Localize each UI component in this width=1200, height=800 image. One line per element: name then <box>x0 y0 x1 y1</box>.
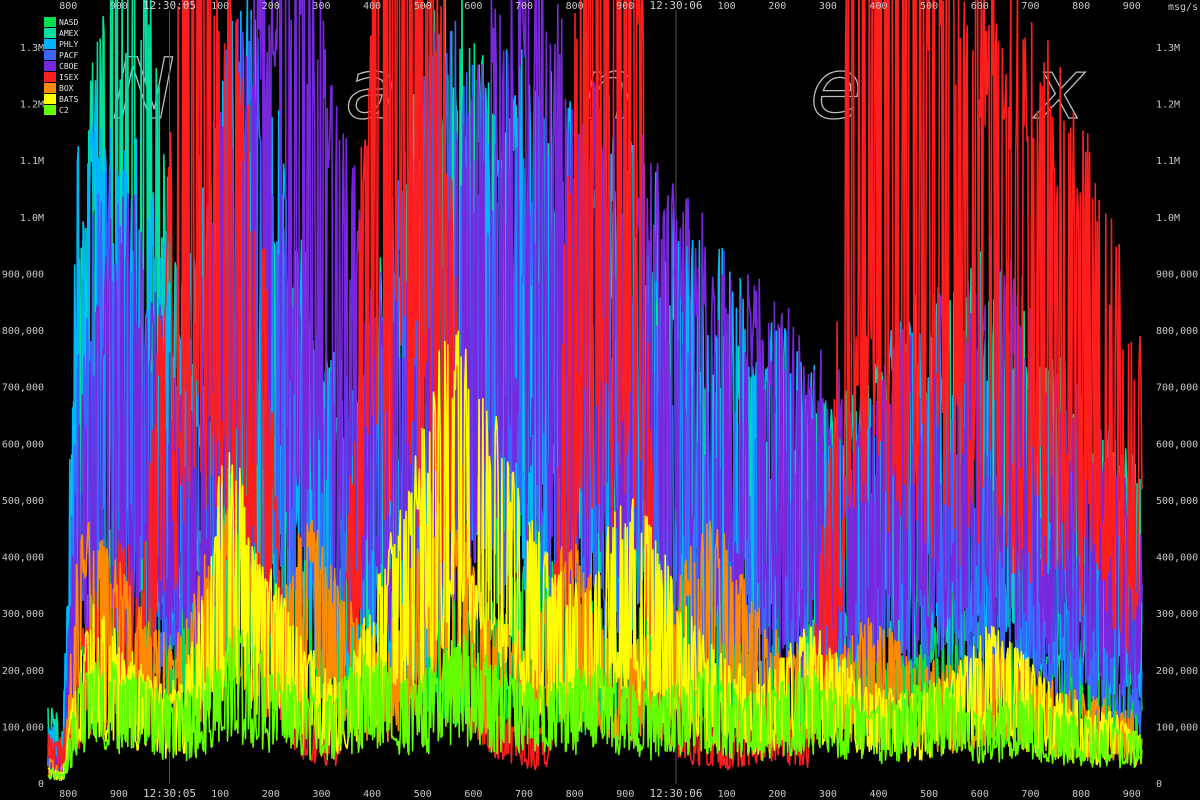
legend-swatch-isex <box>44 72 56 82</box>
y-tick-label-right-11: 1.1M <box>1156 156 1180 167</box>
legend-label-pacf: PACF <box>59 51 78 60</box>
legend-label-phly: PHLY <box>59 40 78 49</box>
y-tick-label-left-6: 600,000 <box>2 439 44 450</box>
y-tick-label-left-0: 0 <box>38 779 44 790</box>
legend-label-nasd: NASD <box>59 18 78 27</box>
x-tick-label-top-14: 200 <box>768 1 786 12</box>
y-tick-label-left-10: 1.0M <box>20 213 44 224</box>
x-tick-label-bottom-6: 400 <box>363 789 381 800</box>
x-tick-label-bottom-21: 900 <box>1123 789 1141 800</box>
y-tick-label-left-4: 400,000 <box>2 553 44 564</box>
y-tick-label-left-1: 100,000 <box>2 722 44 733</box>
x-tick-label-bottom-11: 900 <box>616 789 634 800</box>
unit-label: msg/s <box>1168 2 1198 13</box>
x-tick-label-bottom-13: 100 <box>718 789 736 800</box>
x-tick-label-bottom-4: 200 <box>262 789 280 800</box>
x-tick-label-bottom-18: 600 <box>971 789 989 800</box>
y-tick-label-left-11: 1.1M <box>20 156 44 167</box>
x-tick-label-top-6: 400 <box>363 1 381 12</box>
x-tick-label-top-0: 800 <box>59 1 77 12</box>
y-tick-label-left-13: 1.3M <box>20 43 44 54</box>
y-tick-label-left-8: 800,000 <box>2 326 44 337</box>
legend-swatch-phly <box>44 39 56 49</box>
x-tick-label-top-8: 600 <box>464 1 482 12</box>
x-tick-label-top-18: 600 <box>971 1 989 12</box>
x-tick-label-top-4: 200 <box>262 1 280 12</box>
series-line-isex <box>47 0 1143 772</box>
legend-swatch-cboe <box>44 61 56 71</box>
y-tick-label-right-7: 700,000 <box>1156 383 1198 394</box>
legend-swatch-pacf <box>44 50 56 60</box>
x-tick-label-bottom-8: 600 <box>464 789 482 800</box>
y-tick-label-right-8: 800,000 <box>1156 326 1198 337</box>
y-tick-label-right-12: 1.2M <box>1156 100 1180 111</box>
x-tick-label-bottom-17: 500 <box>920 789 938 800</box>
series-line-c2 <box>47 625 1143 781</box>
legend-label-box: BOX <box>59 84 74 93</box>
x-tick-label-bottom-16: 400 <box>870 789 888 800</box>
legend-swatch-bats <box>44 94 56 104</box>
legend-swatch-nasd <box>44 17 56 27</box>
y-tick-label-right-0: 0 <box>1156 779 1162 790</box>
x-tick-label-top-13: 100 <box>718 1 736 12</box>
x-tick-label-bottom-0: 800 <box>59 789 77 800</box>
x-tick-label-top-15: 300 <box>819 1 837 12</box>
legend-label-cboe: CBOE <box>59 62 78 71</box>
y-tick-label-left-9: 900,000 <box>2 269 44 280</box>
y-tick-label-left-5: 500,000 <box>2 496 44 507</box>
x-tick-label-top-2: 12:30:05 <box>143 0 196 12</box>
y-tick-label-right-9: 900,000 <box>1156 269 1198 280</box>
y-tick-label-right-10: 1.0M <box>1156 213 1180 224</box>
x-tick-label-top-7: 500 <box>414 1 432 12</box>
y-tick-label-right-3: 300,000 <box>1156 609 1198 620</box>
y-tick-label-right-1: 100,000 <box>1156 722 1198 733</box>
x-tick-label-top-12: 12:30:06 <box>649 0 702 12</box>
x-tick-label-top-20: 800 <box>1072 1 1090 12</box>
y-tick-label-right-4: 400,000 <box>1156 553 1198 564</box>
x-tick-label-top-19: 700 <box>1021 1 1039 12</box>
x-tick-label-bottom-3: 100 <box>211 789 229 800</box>
x-tick-label-bottom-14: 200 <box>768 789 786 800</box>
legend-swatch-amex <box>44 28 56 38</box>
x-tick-label-top-10: 800 <box>566 1 584 12</box>
y-tick-label-left-2: 200,000 <box>2 666 44 677</box>
x-tick-label-top-1: 900 <box>110 1 128 12</box>
series-layer <box>47 0 1143 781</box>
x-tick-label-bottom-7: 500 <box>414 789 432 800</box>
x-tick-label-top-21: 900 <box>1123 1 1141 12</box>
y-tick-label-left-7: 700,000 <box>2 383 44 394</box>
y-tick-label-right-13: 1.3M <box>1156 43 1180 54</box>
y-tick-label-left-12: 1.2M <box>20 100 44 111</box>
legend-swatch-c2 <box>44 105 56 115</box>
y-tick-label-right-5: 500,000 <box>1156 496 1198 507</box>
x-tick-label-bottom-2: 12:30:05 <box>143 787 196 800</box>
legend-label-bats: BATS <box>59 95 78 104</box>
x-tick-label-bottom-10: 800 <box>566 789 584 800</box>
y-tick-label-left-3: 300,000 <box>2 609 44 620</box>
legend-label-c2: C2 <box>59 106 69 115</box>
x-tick-label-bottom-12: 12:30:06 <box>649 787 702 800</box>
x-tick-label-bottom-1: 900 <box>110 789 128 800</box>
y-tick-label-right-2: 200,000 <box>1156 666 1198 677</box>
legend-label-amex: AMEX <box>59 29 78 38</box>
x-tick-label-top-3: 100 <box>211 1 229 12</box>
y-tick-label-right-6: 600,000 <box>1156 439 1198 450</box>
x-tick-label-bottom-20: 800 <box>1072 789 1090 800</box>
legend: NASD AMEX PHLY PACF CBOE ISEX BOX BATS C2 <box>44 17 78 115</box>
x-tick-label-bottom-19: 700 <box>1021 789 1039 800</box>
x-tick-label-bottom-15: 300 <box>819 789 837 800</box>
x-tick-label-bottom-9: 700 <box>515 789 533 800</box>
x-tick-label-top-9: 700 <box>515 1 533 12</box>
x-tick-label-top-17: 500 <box>920 1 938 12</box>
x-tick-label-top-5: 300 <box>312 1 330 12</box>
x-tick-label-top-16: 400 <box>870 1 888 12</box>
legend-label-isex: ISEX <box>59 73 78 82</box>
x-tick-label-bottom-5: 300 <box>312 789 330 800</box>
legend-swatch-box <box>44 83 56 93</box>
x-tick-label-top-11: 900 <box>616 1 634 12</box>
